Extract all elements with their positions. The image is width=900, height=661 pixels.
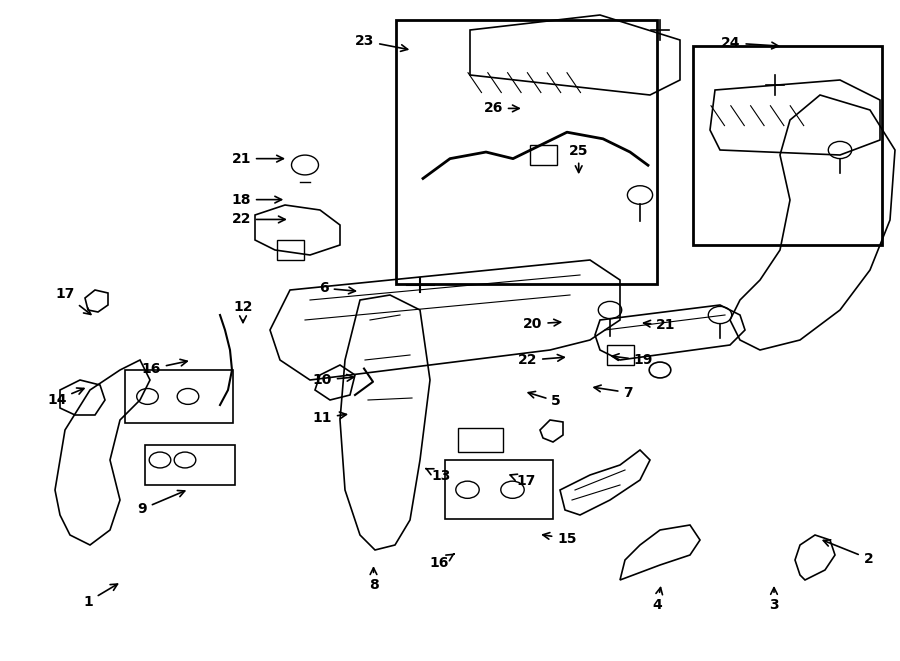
- Text: 13: 13: [426, 469, 451, 483]
- Text: 16: 16: [429, 554, 454, 570]
- Text: 9: 9: [138, 490, 184, 516]
- Text: 5: 5: [528, 391, 561, 408]
- Text: 3: 3: [770, 588, 778, 612]
- Text: 12: 12: [233, 300, 253, 323]
- Text: 10: 10: [312, 373, 354, 387]
- Bar: [145, 445, 235, 485]
- Text: 4: 4: [652, 588, 662, 612]
- Text: 17: 17: [55, 287, 91, 315]
- Text: 2: 2: [824, 540, 873, 566]
- Text: 1: 1: [84, 584, 118, 609]
- Text: 7: 7: [594, 385, 633, 400]
- Text: 6: 6: [320, 281, 356, 295]
- Text: 8: 8: [369, 568, 378, 592]
- Bar: [125, 370, 233, 423]
- Text: 16: 16: [141, 360, 187, 376]
- Text: 23: 23: [355, 34, 408, 52]
- Text: 22: 22: [231, 212, 285, 227]
- Text: 17: 17: [510, 474, 536, 488]
- Text: 20: 20: [523, 317, 561, 331]
- Text: 18: 18: [231, 192, 282, 207]
- Bar: [276, 240, 303, 260]
- Bar: [693, 46, 882, 245]
- Bar: [396, 20, 657, 284]
- Bar: [457, 428, 502, 452]
- Text: 26: 26: [483, 101, 519, 116]
- Text: 24: 24: [721, 36, 778, 50]
- Text: 14: 14: [47, 388, 84, 407]
- Text: 11: 11: [312, 410, 346, 425]
- Bar: [529, 145, 556, 165]
- Bar: [607, 345, 634, 365]
- Text: 21: 21: [231, 151, 284, 166]
- Text: 19: 19: [612, 353, 653, 368]
- Text: 22: 22: [518, 353, 564, 368]
- Bar: [445, 460, 553, 520]
- Text: 15: 15: [543, 531, 577, 546]
- Text: 21: 21: [644, 318, 676, 332]
- Text: 25: 25: [569, 143, 589, 173]
